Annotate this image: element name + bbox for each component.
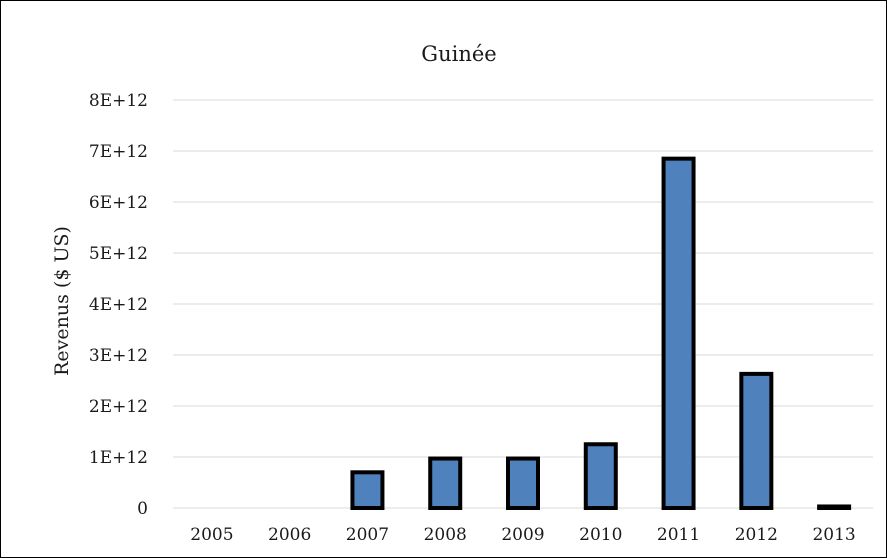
x-tick-label: 2010: [579, 525, 622, 545]
bar-2012: [739, 371, 774, 510]
x-tick-label: 2009: [501, 525, 544, 545]
x-tick-label: 2007: [346, 525, 389, 545]
y-tick-label: 1E+12: [89, 448, 148, 468]
chart-title: Guinée: [421, 42, 496, 66]
y-tick-label: 5E+12: [89, 244, 148, 264]
bar-2007: [350, 470, 385, 510]
y-tick-label: 2E+12: [89, 397, 148, 417]
bar-2010: [583, 442, 618, 510]
x-tick-label: 2008: [424, 525, 467, 545]
y-tick-label: 7E+12: [89, 142, 148, 162]
y-tick-label: 3E+12: [89, 346, 148, 366]
y-tick-label: 0: [137, 499, 148, 519]
x-tick-label: 2006: [268, 525, 311, 545]
y-tick-label: 4E+12: [89, 295, 148, 315]
y-tick-label: 8E+12: [89, 91, 148, 111]
x-tick-label: 2011: [657, 525, 700, 545]
x-tick-label: 2005: [190, 525, 233, 545]
y-axis-ticks: 0 1E+12 2E+12 3E+12 4E+12 5E+12 6E+12 7E+12 8E+1…: [89, 91, 148, 519]
bar-2013: [817, 504, 852, 511]
gridlines: [173, 99, 873, 509]
bar-2008: [428, 456, 463, 510]
x-tick-label: 2013: [812, 525, 855, 545]
x-axis-ticks: 2005 2006 2007 2008 2009 2010 2011 2012 2013: [190, 525, 855, 545]
x-tick-label: 2012: [735, 525, 778, 545]
y-axis-label: Revenus ($ US): [51, 226, 73, 376]
bar-2009: [506, 456, 540, 510]
bar-2011: [661, 156, 696, 510]
bars: [350, 156, 852, 511]
y-tick-label: 6E+12: [89, 193, 148, 213]
